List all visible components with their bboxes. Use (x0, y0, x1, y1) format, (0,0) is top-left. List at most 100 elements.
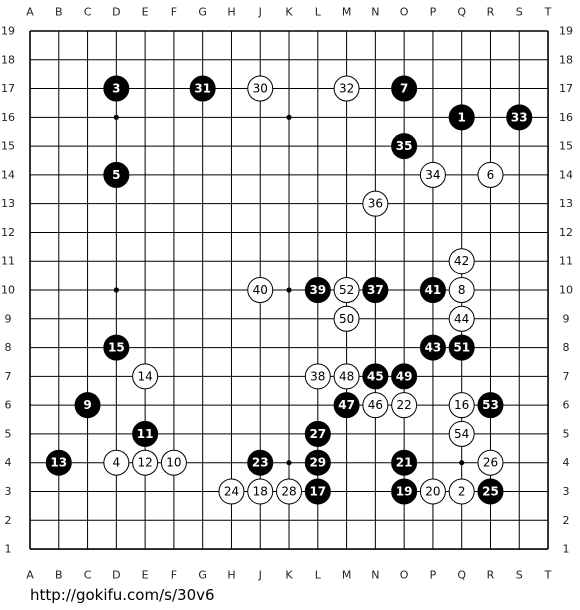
stone (448, 305, 475, 332)
stone (103, 161, 130, 188)
stone (448, 420, 475, 447)
row-label: 17 (559, 82, 573, 95)
column-label: N (371, 569, 379, 582)
move-number: 39 (309, 283, 326, 297)
move-number: 43 (425, 341, 442, 355)
row-label: 12 (1, 226, 15, 239)
column-label: G (198, 569, 207, 582)
move-number: 5 (112, 168, 120, 182)
move-number: 38 (310, 369, 325, 383)
row-label: 5 (5, 427, 12, 440)
coordinates: AABBCCDDEEFFGGHHJJKKLLMMNNOOPPQQRRSSTT19… (1, 6, 573, 582)
move-number: 21 (396, 456, 413, 470)
stone (477, 449, 504, 476)
move-number: 31 (194, 82, 211, 96)
stone (333, 75, 360, 102)
move-number: 1 (458, 110, 466, 124)
stone (74, 392, 101, 419)
stone (247, 449, 274, 476)
column-label: B (55, 6, 63, 19)
row-label: 15 (1, 140, 15, 153)
column-label: D (112, 569, 120, 582)
row-label: 3 (563, 485, 570, 498)
star-point (286, 114, 292, 120)
move-number: 10 (166, 456, 181, 470)
row-label: 13 (559, 197, 573, 210)
stone (247, 478, 274, 505)
move-number: 42 (454, 254, 469, 268)
row-label: 9 (563, 312, 570, 325)
row-label: 18 (559, 53, 573, 66)
stone (45, 449, 72, 476)
stone (103, 449, 130, 476)
column-label: N (371, 6, 379, 19)
stone (391, 363, 418, 390)
column-label: Q (457, 6, 466, 19)
move-number: 50 (339, 312, 354, 326)
stone (304, 449, 331, 476)
column-label: R (487, 6, 495, 19)
row-label: 2 (5, 514, 12, 527)
stone (391, 392, 418, 419)
move-number: 4 (113, 456, 121, 470)
stone (448, 334, 475, 361)
stone (132, 363, 159, 390)
stone (506, 104, 533, 131)
stone (391, 449, 418, 476)
row-label: 13 (1, 197, 15, 210)
stone (304, 277, 331, 304)
move-number: 2 (458, 484, 466, 498)
move-number: 16 (454, 398, 469, 412)
stone (304, 478, 331, 505)
move-number: 32 (339, 82, 354, 96)
row-label: 19 (559, 25, 573, 38)
stone (247, 277, 274, 304)
row-label: 14 (559, 168, 573, 181)
move-number: 15 (108, 341, 125, 355)
move-number: 24 (224, 484, 239, 498)
move-number: 11 (137, 427, 154, 441)
move-number: 49 (396, 369, 413, 383)
move-number: 27 (309, 427, 326, 441)
row-label: 15 (559, 140, 573, 153)
row-label: 16 (1, 111, 15, 124)
row-label: 8 (5, 341, 12, 354)
stone (419, 161, 446, 188)
stone (362, 277, 389, 304)
row-label: 9 (5, 312, 12, 325)
move-number: 47 (338, 398, 355, 412)
move-number: 36 (368, 197, 383, 211)
row-label: 19 (1, 25, 15, 38)
column-label: H (227, 569, 235, 582)
stone (333, 363, 360, 390)
column-label: L (315, 569, 322, 582)
stone (247, 75, 274, 102)
move-number: 9 (83, 398, 91, 412)
move-number: 51 (453, 341, 470, 355)
move-number: 14 (137, 369, 152, 383)
move-number: 52 (339, 283, 354, 297)
column-label: E (142, 6, 149, 19)
move-number: 46 (368, 398, 383, 412)
move-number: 41 (425, 283, 442, 297)
move-number: 19 (396, 484, 413, 498)
row-label: 8 (563, 341, 570, 354)
move-number: 25 (482, 484, 499, 498)
stone (103, 334, 130, 361)
stone (189, 75, 216, 102)
column-label: E (142, 569, 149, 582)
column-label: B (55, 569, 63, 582)
column-label: M (342, 6, 352, 19)
move-number: 37 (367, 283, 384, 297)
row-label: 16 (559, 111, 573, 124)
move-number: 33 (511, 110, 528, 124)
row-label: 18 (1, 53, 15, 66)
stone (477, 478, 504, 505)
move-number: 28 (281, 484, 296, 498)
column-label: H (227, 6, 235, 19)
column-label: D (112, 6, 120, 19)
stone (362, 363, 389, 390)
stone (419, 334, 446, 361)
